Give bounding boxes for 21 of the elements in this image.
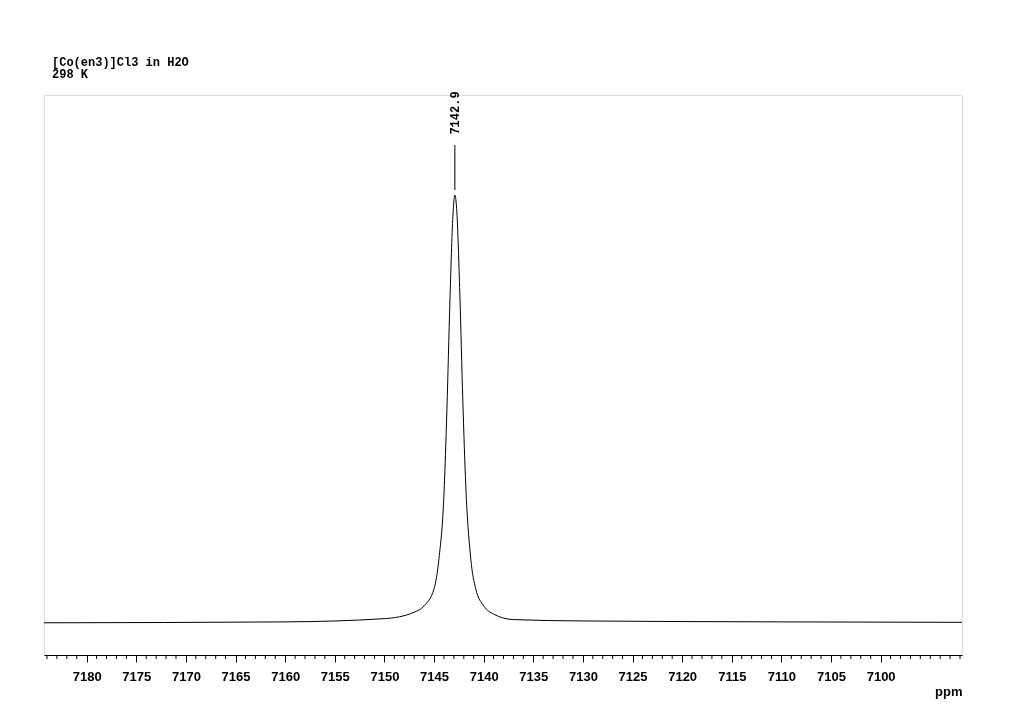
x-tick-label: 7125 [618, 668, 648, 684]
annotation: 7142.9 [448, 91, 463, 135]
x-tick-label: 7140 [469, 668, 499, 684]
chart-subtitle: 298 K [52, 68, 89, 83]
x-tick-label: 7155 [320, 668, 350, 684]
x-tick-label: 7145 [420, 668, 449, 684]
x-tick-label: 7175 [122, 668, 152, 684]
x-tick-label: 7170 [171, 668, 201, 684]
x-tick-label: 7150 [370, 668, 400, 684]
x-tick-label: 7130 [568, 668, 598, 684]
x-axis-title: ppm [935, 683, 963, 699]
x-tick-label: 7135 [519, 668, 549, 684]
x-tick-label: 7105 [817, 668, 846, 684]
x-tick-label: 7160 [271, 668, 301, 684]
x-tick-label: 7115 [718, 668, 747, 684]
x-tick-label: 7165 [221, 668, 251, 684]
x-tick-label: 7180 [72, 668, 102, 684]
x-tick-label: 7100 [866, 668, 896, 684]
chart-title: [Co(en3)]Cl3 in H2O [52, 56, 189, 71]
x-tick-label: 7110 [767, 668, 796, 684]
x-tick-label: 7120 [668, 668, 698, 684]
